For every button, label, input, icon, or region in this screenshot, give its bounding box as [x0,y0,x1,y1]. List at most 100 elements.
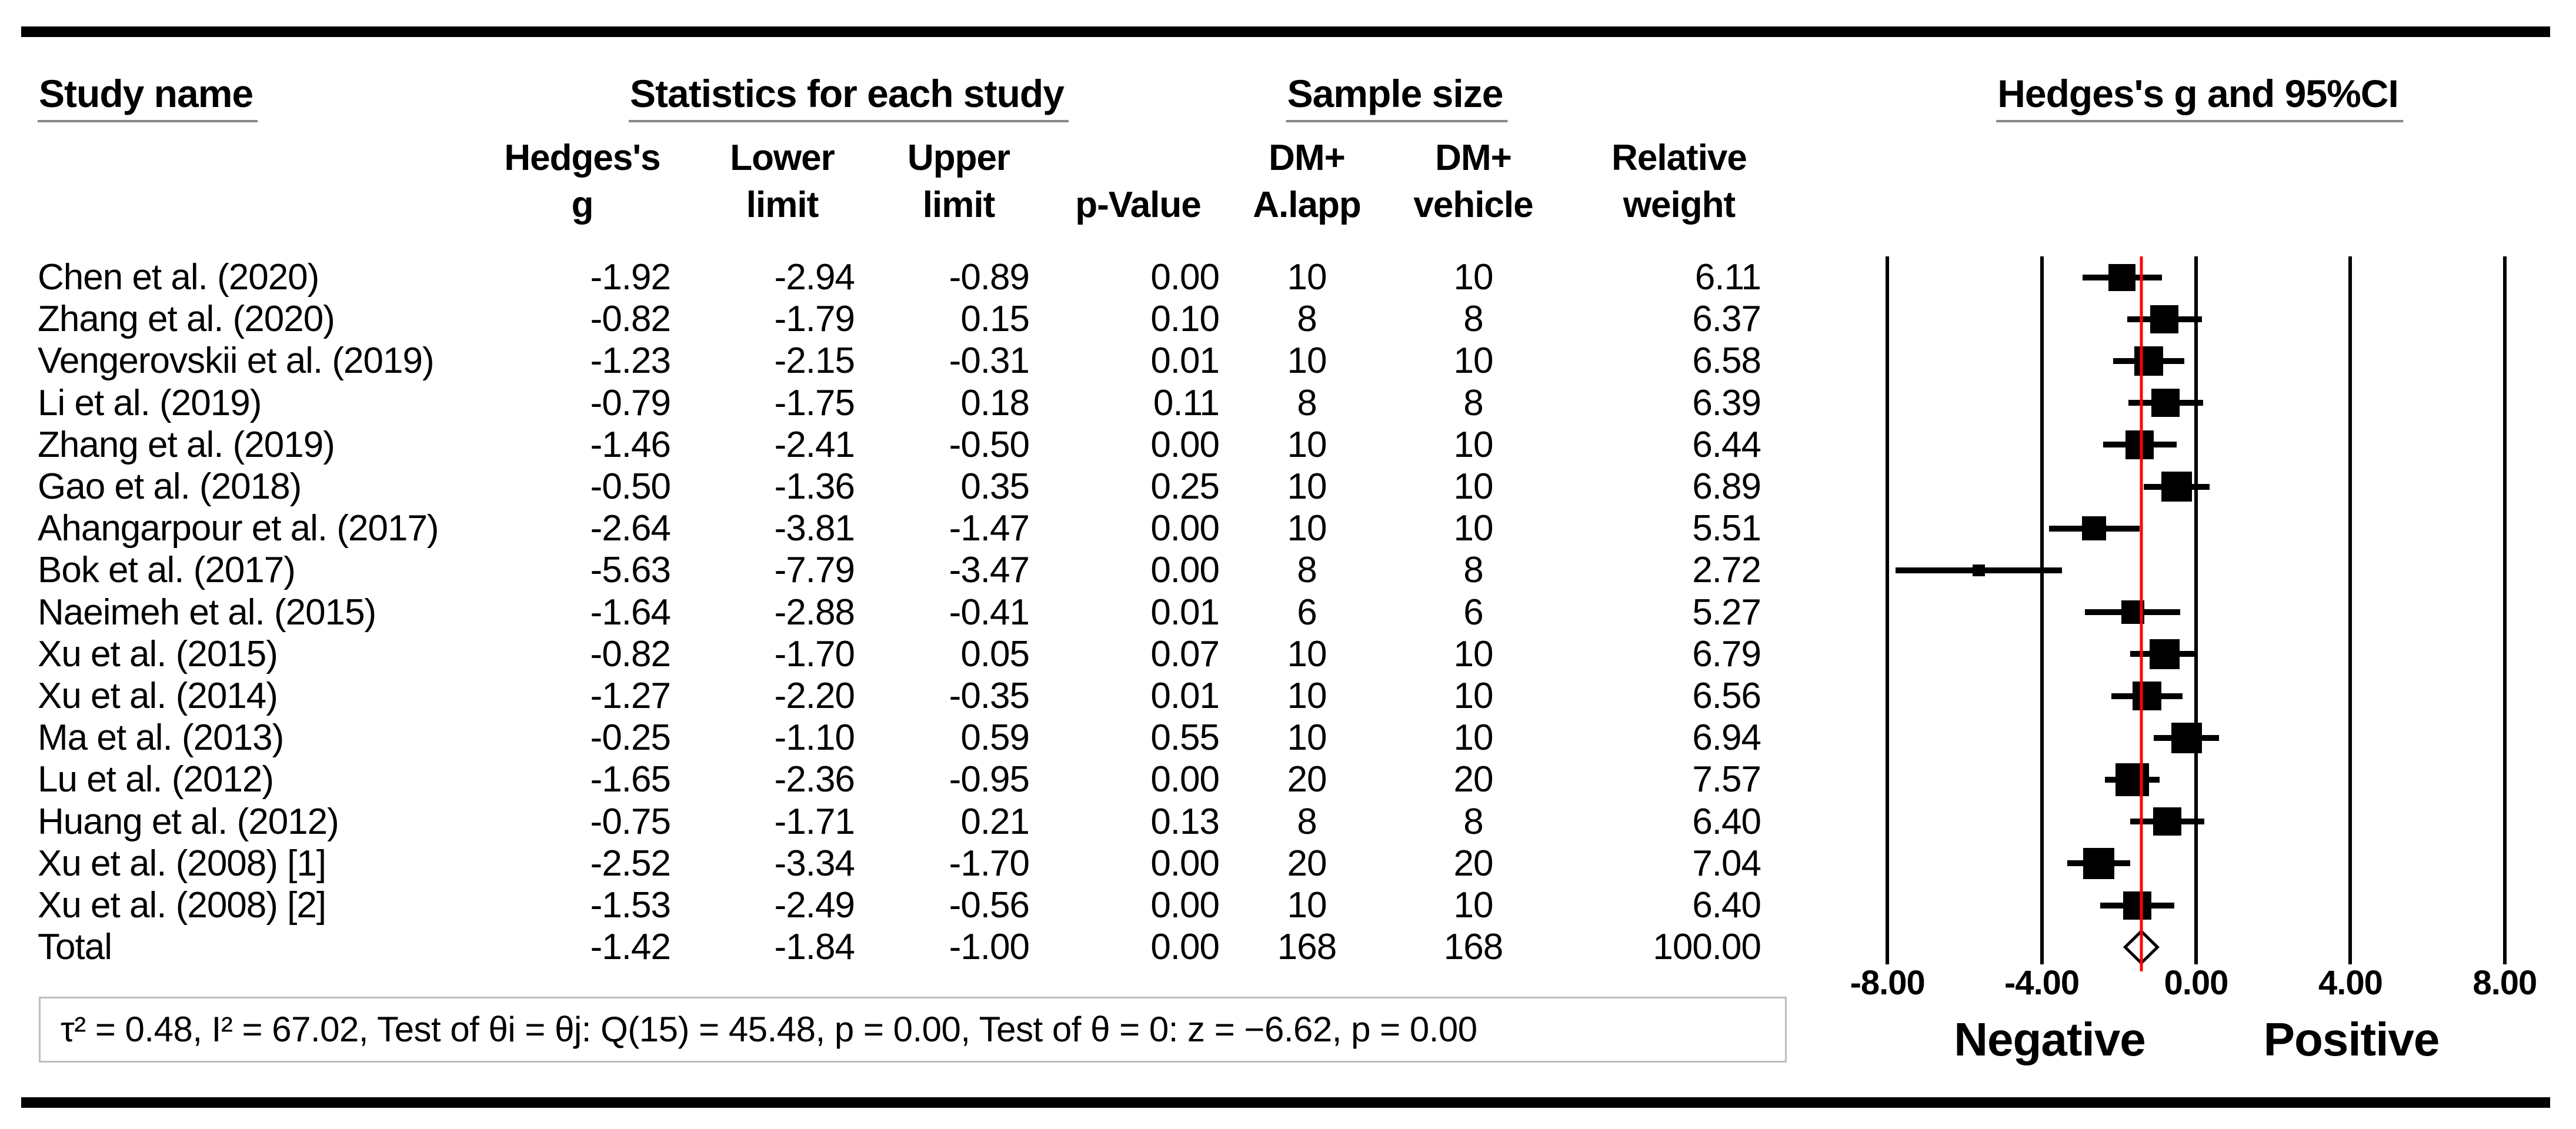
effect-size-square [2134,346,2163,376]
cell-weight: 7.57 [1692,759,1761,800]
effect-size-square [2171,722,2202,753]
table-row: Xu et al. (2014) -1.27 -2.20 -0.35 0.01 10 10 6… [0,675,1794,717]
cell-hedges-g: -0.82 [590,633,671,674]
cell-n-vehicle: 10 [1453,717,1494,759]
cell-hedges-g: -2.52 [590,843,671,884]
effect-size-square [2149,639,2180,669]
column-header-weight-line2: weight [1623,185,1736,225]
column-header-upper-line1: Upper [907,138,1010,178]
cell-weight: 6.58 [1692,340,1761,382]
effect-size-square [2082,516,2107,541]
axis-gridline-4.00 [2348,256,2353,964]
cell-hedges-g: -1.27 [590,676,671,716]
cell-lower-limit: -1.36 [774,466,855,507]
cell-n-vehicle: 10 [1453,340,1494,382]
cell-study: Gao et al. (2018) [38,466,302,507]
column-header-weight-line1: Relative [1611,138,1747,178]
cell-p-value: 0.00 [1150,550,1220,591]
column-header-g-line1: Hedges's [504,138,660,178]
cell-lower-limit: -1.75 [774,382,855,423]
cell-n-treat: 8 [1297,382,1317,423]
cell-upper-limit: -0.41 [949,592,1030,633]
effect-size-square [2161,471,2193,502]
x-tick-label: -8.00 [1850,964,1926,1002]
axis-gridline-8.00 [2502,256,2507,964]
cell-p-value: 0.25 [1150,466,1220,507]
table-row: Ahangarpour et al. (2017) -2.64 -3.81 -1.47… [0,507,1794,550]
cell-study: Bok et al. (2017) [38,550,296,591]
cell-upper-limit: -0.89 [949,257,1030,298]
table-row: Ma et al. (2013) -0.25 -1.10 0.59 0.55 10 10 6.… [0,717,1794,759]
cell-weight: 6.40 [1692,801,1761,842]
table-row: Naeimeh et al. (2015) -1.64 -2.88 -0.41 0.01… [0,592,1794,634]
column-header-upper-line2: limit [922,185,995,225]
cell-upper-limit: -3.47 [949,550,1030,591]
cell-n-treat: 10 [1287,633,1327,674]
cell-study: Chen et al. (2020) [38,257,319,298]
effect-size-square [2123,891,2151,920]
cell-hedges-g: -1.65 [590,759,671,800]
cell-weight: 5.27 [1692,592,1761,633]
cell-n-vehicle: 8 [1463,382,1483,423]
plot-group-header: Hedges's g and 95%CI [1996,74,2403,122]
cell-lower-limit: -1.70 [774,633,855,674]
cell-n-treat: 10 [1287,508,1327,549]
cell-hedges-g: -1.42 [590,927,671,968]
cell-lower-limit: -1.79 [774,299,855,340]
cell-upper-limit: 0.05 [960,633,1030,674]
cell-lower-limit: -3.34 [774,843,855,884]
cell-n-vehicle: 10 [1453,885,1494,926]
cell-p-value: 0.01 [1150,340,1220,382]
cell-study: Xu et al. (2008) [2] [38,885,326,926]
cell-upper-limit: -0.31 [949,340,1030,382]
cell-lower-limit: -1.71 [774,801,855,842]
cell-hedges-g: -1.64 [590,592,671,633]
column-header-g-line2: g [571,185,594,225]
cell-n-treat: 168 [1277,927,1337,968]
cell-n-vehicle: 10 [1453,676,1494,716]
cell-weight: 5.51 [1692,508,1761,549]
cell-upper-limit: -0.35 [949,676,1030,716]
cell-weight: 2.72 [1692,550,1761,591]
cell-n-vehicle: 10 [1453,257,1494,298]
study-name-group-header: Study name [38,74,258,122]
cell-upper-limit: 0.18 [960,382,1030,423]
column-header-n_treat-line1: DM+ [1269,138,1346,178]
cell-n-treat: 10 [1287,676,1327,716]
cell-study: Vengerovskii et al. (2019) [38,340,435,382]
cell-lower-limit: -1.84 [774,927,855,968]
cell-n-vehicle: 8 [1463,550,1483,591]
cell-hedges-g: -0.50 [590,466,671,507]
cell-lower-limit: -1.10 [774,717,855,759]
cell-n-treat: 10 [1287,717,1327,759]
axis-gridline--8.00 [1886,256,1890,964]
cell-study: Li et al. (2019) [38,382,262,423]
cell-n-vehicle: 20 [1453,843,1494,884]
cell-hedges-g: -5.63 [590,550,671,591]
cell-n-vehicle: 8 [1463,801,1483,842]
x-tick-label: 4.00 [2318,964,2383,1002]
cell-n-vehicle: 10 [1453,466,1494,507]
cell-n-vehicle: 168 [1443,927,1503,968]
cell-weight: 6.44 [1692,424,1761,465]
cell-weight: 6.11 [1694,257,1761,298]
cell-n-vehicle: 10 [1453,424,1494,465]
cell-weight: 6.39 [1692,382,1761,423]
cell-hedges-g: -0.79 [590,382,671,423]
table-row: Li et al. (2019) -0.79 -1.75 0.18 0.11 8 8 6.39 [0,382,1794,425]
table-row: Huang et al. (2012) -0.75 -1.71 0.21 0.13 8 8 6… [0,801,1794,843]
cell-study: Ma et al. (2013) [38,717,284,759]
cell-lower-limit: -2.20 [774,676,855,716]
positive-direction-label: Positive [2263,1013,2440,1065]
cell-study: Xu et al. (2014) [38,676,278,716]
column-header-lower-line2: limit [746,185,819,225]
effect-size-square [2150,305,2179,333]
table-row: Chen et al. (2020) -1.92 -2.94 -0.89 0.00 10 1… [0,256,1794,299]
cell-study: Xu et al. (2008) [1] [38,843,326,884]
effect-size-square [2151,389,2180,417]
cell-hedges-g: -1.92 [590,257,671,298]
table-row: Zhang et al. (2019) -1.46 -2.41 -0.50 0.00 10… [0,424,1794,466]
cell-lower-limit: -2.94 [774,257,855,298]
table-row: Xu et al. (2015) -0.82 -1.70 0.05 0.07 10 10 6.… [0,633,1794,676]
cell-weight: 6.94 [1692,717,1761,759]
